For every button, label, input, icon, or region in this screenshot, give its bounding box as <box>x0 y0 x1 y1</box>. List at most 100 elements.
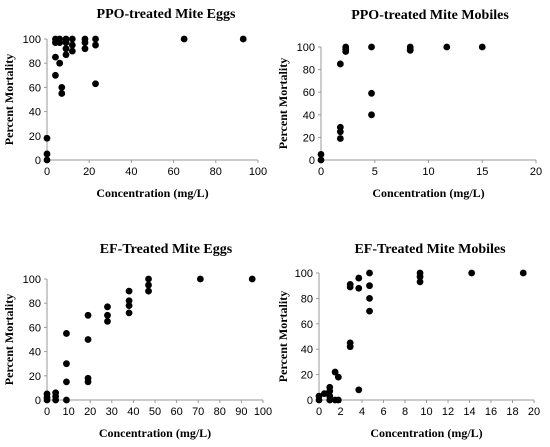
ppo-treated-mite-mobiles-data-point <box>336 135 344 142</box>
ef-treated-mite-mobiles-data-point <box>366 269 373 277</box>
ef-treated-mite-mobiles-x-axis-label: Concentration (mg/L) <box>370 426 482 440</box>
ppo-treated-mite-mobiles-data-point <box>406 46 414 54</box>
ef-treated-mite-eggs-x-tick-label: 10 <box>62 406 74 418</box>
ppo-treated-mite-mobiles-y-tick-label: 20 <box>303 132 315 144</box>
ef-treated-mite-eggs-data-point <box>196 275 204 283</box>
ppo-treated-mite-eggs-y-axis-label: Percent Mortality <box>2 54 16 145</box>
ef-treated-mite-eggs-y-tick-label: 0 <box>35 395 41 407</box>
ppo-treated-mite-eggs-y-tick-label: 100 <box>23 34 41 46</box>
ef-treated-mite-mobiles-y-tick-label: 40 <box>301 344 313 356</box>
ef-treated-mite-eggs-data-point <box>84 374 92 382</box>
ef-treated-mite-mobiles-data-point <box>315 392 323 400</box>
ef-treated-mite-mobiles-data-point <box>366 295 373 302</box>
ppo-treated-mite-eggs-data-point <box>92 41 99 49</box>
ppo-treated-mite-mobiles-data-point <box>368 111 375 119</box>
ef-treated-mite-mobiles-data-point <box>346 343 354 351</box>
ppo-treated-mite-eggs-data-point <box>62 39 70 47</box>
ef-treated-mite-eggs-data-point <box>84 311 92 319</box>
ef-treated-mite-eggs-x-axis-label: Concentration (mg/L) <box>99 426 211 440</box>
ef-treated-mite-mobiles-x-tick-label: 2 <box>337 406 343 418</box>
ef-treated-mite-eggs-data-point <box>63 360 70 368</box>
ppo-treated-mite-eggs-y-tick-label: 80 <box>29 58 41 70</box>
ef-treated-mite-eggs-data-point <box>125 297 133 305</box>
ppo-treated-mite-mobiles-y-tick-label: 80 <box>303 65 315 77</box>
ppo-treated-mite-eggs-y-tick-label: 0 <box>35 155 41 167</box>
ppo-treated-mite-eggs-x-tick-label: 20 <box>83 166 95 178</box>
ef-treated-mite-mobiles-data-point <box>355 284 363 292</box>
ppo-treated-mite-mobiles-data-point <box>443 43 451 51</box>
ef-treated-mite-mobiles-data-point <box>355 274 363 282</box>
ef-treated-mite-mobiles-x-tick-label: 4 <box>359 406 365 418</box>
ef-treated-mite-eggs-y-tick-label: 40 <box>29 347 41 359</box>
ppo-treated-mite-mobiles-data-point <box>336 60 344 68</box>
ppo-treated-mite-mobiles-y-tick-label: 0 <box>309 155 315 167</box>
ef-treated-mite-mobiles-x-tick-label: 8 <box>402 406 408 418</box>
ef-treated-mite-eggs-data-point <box>52 389 60 397</box>
ef-treated-mite-mobiles-y-axis-label: Percent Mortality <box>276 291 290 382</box>
ef-treated-mite-mobiles-y-tick-label: 60 <box>301 319 313 331</box>
ef-treated-mite-mobiles-data-point <box>326 392 334 400</box>
ef-treated-mite-mobiles-data-point <box>320 390 328 398</box>
ef-treated-mite-mobiles-data-point <box>519 269 527 277</box>
ppo-treated-mite-mobiles-y-tick-label: 40 <box>303 110 315 122</box>
ppo-treated-mite-mobiles-x-tick-label: 0 <box>318 166 324 178</box>
ef-treated-mite-mobiles-data-point <box>366 307 373 315</box>
ppo-treated-mite-mobiles-title: PPO-treated Mite Mobiles <box>351 8 509 23</box>
ef-treated-mite-eggs-x-tick-label: 70 <box>192 406 204 418</box>
ppo-treated-mite-eggs-data-point <box>62 45 70 53</box>
ef-treated-mite-eggs-x-tick-label: 40 <box>127 406 139 418</box>
ef-treated-mite-eggs-x-tick-label: 0 <box>44 406 50 418</box>
ef-treated-mite-mobiles-x-tick-label: 16 <box>485 406 497 418</box>
ef-treated-mite-mobiles-x-tick-label: 6 <box>380 406 386 418</box>
ef-treated-mite-eggs-data-point <box>104 311 111 319</box>
ppo-treated-mite-mobiles-x-tick-label: 5 <box>372 166 378 178</box>
ef-treated-mite-eggs-y-tick-label: 100 <box>23 274 41 286</box>
ppo-treated-mite-mobiles-x-tick-label: 20 <box>530 166 542 178</box>
ef-treated-mite-mobiles-data-point <box>366 282 373 290</box>
ppo-treated-mite-eggs-data-point <box>68 35 76 43</box>
ppo-treated-mite-eggs-data-point <box>92 35 99 43</box>
ppo-treated-mite-eggs-data-point <box>56 39 64 47</box>
ef-treated-mite-eggs-data-point <box>125 309 133 317</box>
ppo-treated-mite-eggs-y-tick-label: 20 <box>29 131 41 143</box>
ppo-treated-mite-eggs-x-tick-label: 60 <box>167 166 179 178</box>
ppo-treated-mite-eggs-data-point <box>62 51 70 59</box>
ef-treated-mite-eggs-data-point <box>43 390 51 398</box>
ppo-treated-mite-mobiles-x-tick-label: 15 <box>476 166 488 178</box>
ppo-treated-mite-eggs-data-point <box>56 59 64 67</box>
ef-treated-mite-eggs-y-axis-label: Percent Mortality <box>2 294 16 385</box>
ppo-treated-mite-eggs-y-tick-label: 40 <box>29 107 41 119</box>
ef-treated-mite-eggs-data-point <box>63 378 70 386</box>
ppo-treated-mite-eggs-data-point <box>92 80 99 88</box>
ef-treated-mite-mobiles-data-point <box>334 396 342 404</box>
ef-treated-mite-eggs-data-point <box>104 317 111 325</box>
ppo-treated-mite-mobiles-data-point <box>336 128 344 136</box>
ef-treated-mite-eggs-x-tick-label: 90 <box>235 406 247 418</box>
ef-treated-mite-eggs-data-point <box>145 281 152 289</box>
ef-treated-mite-eggs-y-tick-label: 60 <box>29 322 41 334</box>
ppo-treated-mite-mobiles-data-point <box>478 43 486 51</box>
ef-treated-mite-eggs-x-tick-label: 100 <box>254 406 272 418</box>
ppo-treated-mite-eggs-data-point <box>239 35 247 43</box>
ppo-treated-mite-eggs-data-point <box>43 150 51 158</box>
ef-treated-mite-eggs-x-tick-label: 30 <box>106 406 118 418</box>
ppo-treated-mite-eggs-x-tick-label: 0 <box>44 166 50 178</box>
ef-treated-mite-mobiles-data-point <box>346 283 354 291</box>
ef-treated-mite-eggs-title: EF-Treated Mite Eggs <box>100 242 233 257</box>
ppo-treated-mite-eggs-x-tick-label: 80 <box>210 166 222 178</box>
ef-treated-mite-eggs-x-tick-label: 80 <box>214 406 226 418</box>
ppo-treated-mite-eggs-y-tick-label: 60 <box>29 82 41 94</box>
ef-treated-mite-mobiles-y-tick-label: 20 <box>301 370 313 382</box>
ppo-treated-mite-mobiles-data-point <box>368 43 375 51</box>
ppo-treated-mite-mobiles-x-tick-label: 10 <box>422 166 434 178</box>
ef-treated-mite-mobiles-x-tick-label: 18 <box>506 406 518 418</box>
ppo-treated-mite-eggs-data-point <box>68 47 76 55</box>
ppo-treated-mite-mobiles-x-axis-label: Concentration (mg/L) <box>372 186 484 200</box>
ef-treated-mite-mobiles-y-tick-label: 100 <box>295 268 313 280</box>
ef-treated-mite-eggs-x-tick-label: 20 <box>84 406 96 418</box>
ef-treated-mite-eggs-data-point <box>84 336 92 343</box>
ef-treated-mite-eggs-data-point <box>125 302 133 310</box>
ef-treated-mite-eggs-data-point <box>145 275 152 283</box>
ppo-treated-mite-eggs-x-tick-label: 40 <box>125 166 137 178</box>
